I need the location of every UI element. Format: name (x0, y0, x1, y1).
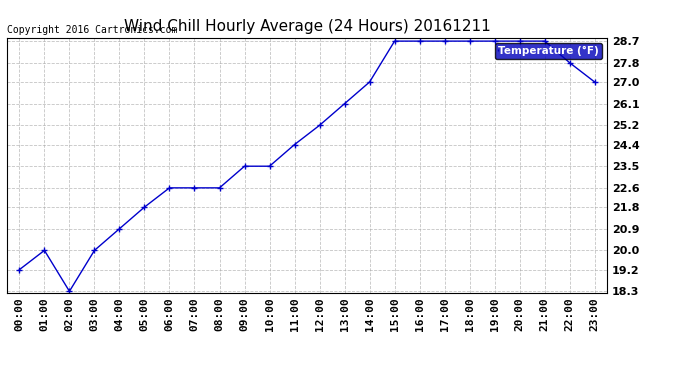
Title: Wind Chill Hourly Average (24 Hours) 20161211: Wind Chill Hourly Average (24 Hours) 201… (124, 18, 491, 33)
Legend: Temperature (°F): Temperature (°F) (495, 43, 602, 59)
Text: Copyright 2016 Cartronics.com: Copyright 2016 Cartronics.com (7, 25, 177, 35)
